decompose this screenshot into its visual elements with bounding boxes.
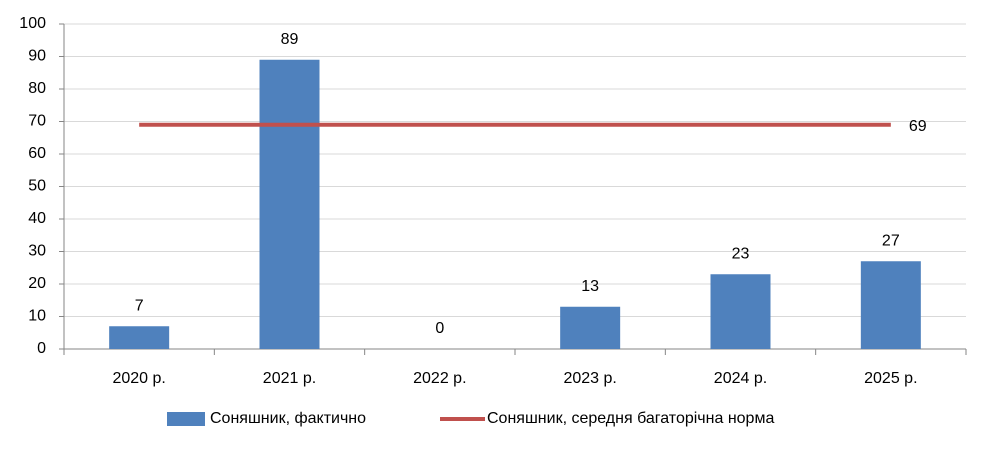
value-label: 69 [909, 118, 927, 135]
x-tick-label: 2022 р. [413, 370, 466, 387]
bar [560, 306, 621, 349]
y-tick-label: 30 [28, 243, 46, 260]
value-label: 7 [135, 297, 144, 314]
value-label: 13 [581, 278, 599, 295]
y-tick-label: 80 [28, 80, 46, 97]
y-tick-label: 40 [28, 210, 46, 227]
y-tick-label: 100 [19, 15, 46, 32]
x-tick-label: 2024 р. [714, 370, 767, 387]
x-tick-label: 2023 р. [563, 370, 616, 387]
x-tick-label: 2025 р. [864, 370, 917, 387]
value-label: 0 [435, 320, 444, 337]
bar [259, 59, 320, 349]
y-tick-label: 0 [37, 340, 46, 357]
y-tick-label: 10 [28, 308, 46, 325]
y-tick-label: 70 [28, 113, 46, 130]
value-label: 23 [732, 245, 750, 262]
legend-swatch [167, 412, 205, 426]
value-label: 89 [281, 31, 299, 48]
y-tick-label: 90 [28, 48, 46, 65]
y-tick-label: 50 [28, 178, 46, 195]
x-tick-label: 2021 р. [263, 370, 316, 387]
bar [109, 326, 170, 349]
y-tick-label: 20 [28, 275, 46, 292]
legend-label: Соняшник, середня багаторічна норма [487, 410, 774, 427]
x-tick-label: 2020 р. [112, 370, 165, 387]
bar [710, 274, 771, 349]
y-tick-label: 60 [28, 145, 46, 162]
bar [860, 261, 921, 349]
value-label: 27 [882, 232, 900, 249]
legend-label: Соняшник, фактично [210, 410, 366, 427]
